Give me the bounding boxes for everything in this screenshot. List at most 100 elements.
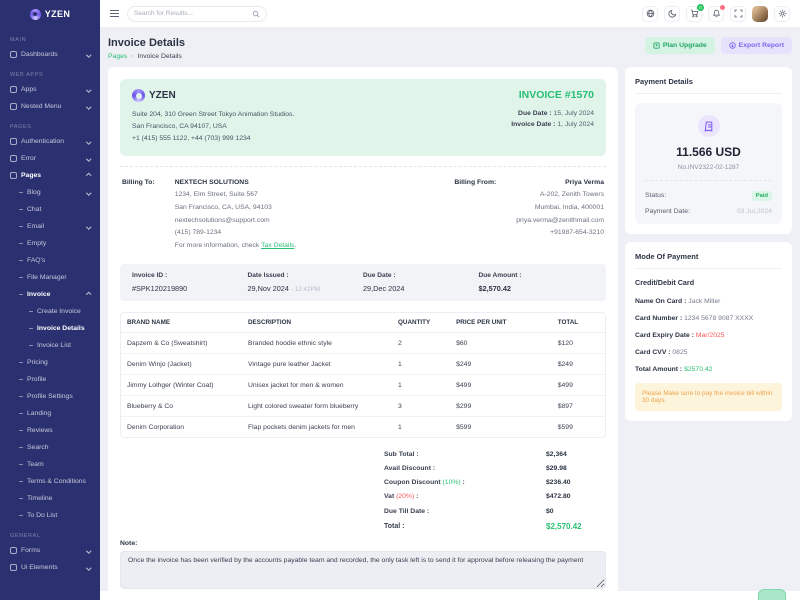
payment-field-value: 1234 5678 9087 XXXX	[684, 315, 754, 322]
sidebar-item-label: Nested Menu	[21, 103, 62, 110]
status-badge: Paid	[751, 190, 772, 201]
payment-field-label: Card Number :	[635, 315, 685, 322]
sidebar-item-blog[interactable]: Blog	[0, 184, 100, 201]
dash-icon	[19, 515, 23, 516]
sidebar-item-email[interactable]: Email	[0, 218, 100, 235]
sidebar-item-nested-menu[interactable]: Nested Menu	[0, 98, 100, 115]
table-cell: 1	[392, 353, 451, 376]
dark-mode-icon[interactable]	[664, 5, 680, 22]
right-column: Payment Details 11.566 USD No.INV2322-02…	[625, 67, 792, 421]
sidebar-item-faq-s[interactable]: FAQ's	[0, 252, 100, 269]
search-input[interactable]	[134, 10, 248, 17]
note-label: Note:	[120, 540, 138, 548]
sidebar-item-search[interactable]: Search	[0, 439, 100, 456]
scroll-top-button[interactable]	[758, 589, 786, 600]
brand-logo[interactable]: YZEN	[0, 0, 100, 28]
sidebar-item-invoice[interactable]: Invoice	[0, 286, 100, 303]
meta-due-date: Due Date : 29,Dec 2024	[363, 272, 405, 294]
payment-warning: Please Make sure to pay the invoice bill…	[635, 383, 782, 411]
payment-field-value: $2570.42	[684, 366, 713, 373]
plan-upgrade-button[interactable]: Plan Upgrade	[644, 37, 715, 54]
user-avatar[interactable]	[752, 5, 768, 22]
sidebar-item-authentication[interactable]: Authentication	[0, 133, 100, 150]
sidebar-item-pages[interactable]: Pages	[0, 167, 100, 184]
table-cell: Denim Winjo (Jacket)	[121, 353, 242, 376]
cart-badge: 0	[697, 3, 704, 11]
chevron-down-icon	[85, 52, 91, 57]
sidebar-item-forms[interactable]: Forms	[0, 542, 100, 559]
table-cell: $499	[551, 374, 605, 397]
column-header: TOTAL	[551, 313, 605, 334]
sidebar-item-landing[interactable]: Landing	[0, 405, 100, 422]
breadcrumb-current: Invoice Details	[137, 53, 182, 60]
sidebar-item-label: Forms	[21, 547, 41, 554]
search-icon[interactable]	[252, 10, 260, 18]
menu-toggle-icon[interactable]	[110, 10, 119, 17]
dash-icon	[19, 226, 23, 227]
totals-value: $2,364	[546, 450, 567, 458]
sidebar-item-terms-conditions[interactable]: Terms & Conditions	[0, 473, 100, 490]
billing-from: Billing From: Priya Verma A-202, Zenith …	[454, 179, 604, 254]
sidebar-item-label: Timeline	[27, 495, 53, 502]
sidebar-item-ui-elements[interactable]: Ui Elements	[0, 559, 100, 576]
cart-icon[interactable]: 0	[686, 3, 704, 22]
invoice-company-address: Suite 204, 310 Green Street Tokyo Animat…	[132, 111, 295, 143]
sidebar-item-label: File Manager	[27, 274, 67, 281]
sidebar-section-web-apps: WEB APPS	[10, 72, 44, 78]
main-area: 0 Invoice Details Pages	[100, 0, 800, 600]
sidebar-item-profile[interactable]: Profile	[0, 371, 100, 388]
tax-details-link[interactable]: Tax Details	[261, 242, 295, 250]
notifications-icon[interactable]	[708, 4, 725, 22]
settings-icon[interactable]	[774, 5, 790, 22]
invoice-number: INVOICE #1570	[518, 89, 594, 101]
sidebar-nav: MAIN Dashboards WEB APPS Apps Nested Menu PAG…	[0, 28, 100, 576]
totals-value: $0	[546, 507, 554, 515]
sidebar-item-file-manager[interactable]: File Manager	[0, 269, 100, 286]
sidebar-item-team[interactable]: Team	[0, 456, 100, 473]
dash-icon	[19, 413, 23, 414]
sidebar-item-apps[interactable]: Apps	[0, 81, 100, 98]
sidebar-item-invoice-details[interactable]: Invoice Details	[0, 320, 100, 337]
sidebar-item-reviews[interactable]: Reviews	[0, 422, 100, 439]
language-icon[interactable]	[642, 5, 658, 22]
note-textarea[interactable]: Once the invoice has been verified by th…	[120, 551, 606, 590]
export-report-button[interactable]: Export Report	[720, 37, 792, 54]
sidebar-item-error[interactable]: Error	[0, 150, 100, 167]
sidebar-item-chat[interactable]: Chat	[0, 201, 100, 218]
export-report-icon	[728, 42, 736, 49]
fullscreen-icon[interactable]	[730, 5, 746, 22]
topbar: 0	[100, 0, 800, 28]
payment-field: Name On Card : Jack Miller	[635, 298, 782, 305]
sidebar-item-profile-settings[interactable]: Profile Settings	[0, 388, 100, 405]
billing-from-name: Priya Verma	[565, 178, 604, 186]
dash-icon	[29, 328, 33, 329]
totals-percent: (10%)	[442, 479, 461, 487]
sidebar-item-create-invoice[interactable]: Create Invoice	[0, 303, 100, 320]
sidebar-item-to-do-list[interactable]: To Do List	[0, 507, 100, 524]
search-box	[127, 5, 267, 22]
column-header: BRAND NAME	[121, 313, 242, 334]
meta-date-issued: Date Issued : 29,Nov 2024 - 12:42PM	[247, 272, 320, 294]
table-cell: $60	[450, 332, 552, 355]
totals-value: $236.40	[546, 479, 571, 487]
sidebar-item-timeline[interactable]: Timeline	[0, 490, 100, 507]
dash-icon	[19, 464, 23, 465]
sidebar-item-label: Invoice	[27, 291, 51, 298]
sidebar-item-pricing[interactable]: Pricing	[0, 354, 100, 371]
sidebar-item-invoice-list[interactable]: Invoice List	[0, 337, 100, 354]
meta-due-amount: Due Amount : $2,570.42	[478, 272, 522, 294]
brand-name: YZEN	[44, 9, 71, 19]
mode-of-payment-card: Mode Of Payment Credit/Debit Card Name O…	[625, 242, 792, 421]
table-cell: Jimmy Lolhger (Winter Coat)	[121, 374, 242, 397]
chevron-down-icon	[85, 104, 91, 109]
invoice-card: YZEN Suite 204, 310 Green Street Tokyo A…	[108, 67, 618, 600]
breadcrumb-parent[interactable]: Pages	[108, 53, 128, 60]
table-cell: $599	[557, 423, 573, 431]
payment-field: Total Amount : $2570.42	[635, 366, 782, 373]
sidebar-item-dashboards[interactable]: Dashboards	[0, 46, 100, 63]
sidebar-item-empty[interactable]: Empty	[0, 235, 100, 252]
page-header: Invoice Details Pages › Invoice Details …	[100, 28, 800, 67]
sidebar-item-label: Blog	[27, 189, 41, 196]
column-header: DESCRIPTION	[242, 313, 393, 334]
billing-to-name: NEXTECH SOLUTIONS	[174, 178, 249, 186]
